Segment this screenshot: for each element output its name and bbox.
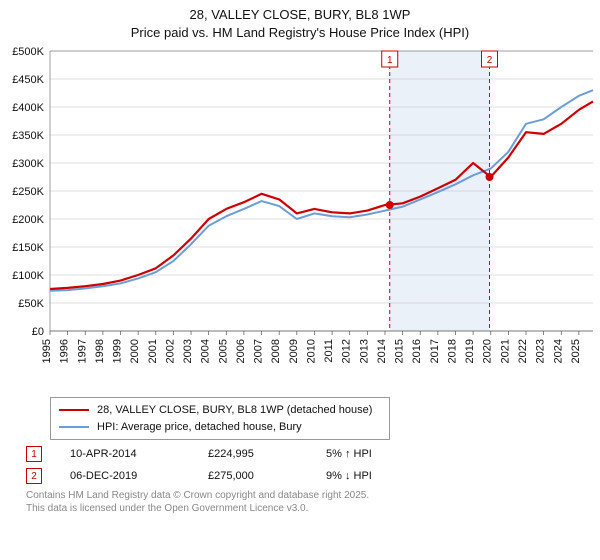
svg-text:1995: 1995: [41, 339, 53, 363]
svg-text:2009: 2009: [288, 339, 300, 363]
svg-text:1998: 1998: [94, 339, 106, 363]
event-row: 2 06-DEC-2019 £275,000 9% ↓ HPI: [26, 468, 600, 484]
event-delta: 9% ↓ HPI: [326, 470, 436, 482]
svg-text:2010: 2010: [305, 339, 317, 363]
legend-swatch-blue: [59, 426, 89, 428]
event-price: £275,000: [208, 470, 298, 482]
license-text: Contains HM Land Registry data © Crown c…: [26, 490, 600, 515]
svg-text:£250K: £250K: [12, 186, 44, 198]
svg-text:£200K: £200K: [12, 214, 44, 226]
legend: 28, VALLEY CLOSE, BURY, BL8 1WP (detache…: [50, 397, 390, 440]
svg-text:2004: 2004: [200, 339, 212, 363]
svg-text:2007: 2007: [253, 339, 265, 363]
legend-label: HPI: Average price, detached house, Bury: [97, 419, 302, 436]
svg-text:1996: 1996: [59, 339, 71, 363]
svg-text:2002: 2002: [164, 339, 176, 363]
svg-text:£350K: £350K: [12, 130, 44, 142]
chart-container: £0 £50K £100K £150K £200K £250K £300K £350K £400…: [0, 41, 600, 391]
title-line2: Price paid vs. HM Land Registry's House …: [0, 24, 600, 42]
event-table: 1 10-APR-2014 £224,995 5% ↑ HPI 2 06-DEC…: [26, 446, 600, 484]
svg-text:2000: 2000: [129, 339, 141, 363]
license-line2: This data is licensed under the Open Gov…: [26, 503, 600, 516]
svg-text:1997: 1997: [76, 339, 88, 363]
event-row: 1 10-APR-2014 £224,995 5% ↑ HPI: [26, 446, 600, 462]
svg-text:2015: 2015: [394, 339, 406, 363]
svg-text:£100K: £100K: [12, 270, 44, 282]
svg-text:£300K: £300K: [12, 158, 44, 170]
svg-text:£400K: £400K: [12, 102, 44, 114]
title-line1: 28, VALLEY CLOSE, BURY, BL8 1WP: [0, 6, 600, 24]
svg-text:2016: 2016: [411, 339, 423, 363]
legend-item: 28, VALLEY CLOSE, BURY, BL8 1WP (detache…: [59, 402, 381, 419]
event-date: 10-APR-2014: [70, 448, 180, 460]
event-tag: 2: [26, 468, 42, 484]
line-chart: £0 £50K £100K £150K £200K £250K £300K £350K £400…: [0, 41, 600, 391]
svg-text:2003: 2003: [182, 339, 194, 363]
legend-swatch-red: [59, 409, 89, 411]
event-delta: 5% ↑ HPI: [326, 448, 436, 460]
svg-text:2024: 2024: [552, 339, 564, 363]
svg-text:2020: 2020: [482, 339, 494, 363]
svg-text:2021: 2021: [499, 339, 511, 363]
svg-text:2013: 2013: [358, 339, 370, 363]
event-price: £224,995: [208, 448, 298, 460]
svg-text:£450K: £450K: [12, 74, 44, 86]
svg-text:2025: 2025: [570, 339, 582, 363]
svg-text:1999: 1999: [112, 339, 124, 363]
svg-text:1: 1: [387, 55, 393, 66]
svg-text:£500K: £500K: [12, 46, 44, 58]
svg-text:2011: 2011: [323, 339, 335, 363]
svg-text:£50K: £50K: [18, 298, 44, 310]
svg-text:2006: 2006: [235, 339, 247, 363]
svg-text:2012: 2012: [341, 339, 353, 363]
svg-text:£150K: £150K: [12, 242, 44, 254]
svg-text:£0: £0: [32, 326, 44, 338]
event-date: 06-DEC-2019: [70, 470, 180, 482]
license-line1: Contains HM Land Registry data © Crown c…: [26, 490, 600, 503]
event-tag: 1: [26, 446, 42, 462]
svg-text:2001: 2001: [147, 339, 159, 363]
svg-text:2018: 2018: [446, 339, 458, 363]
legend-item: HPI: Average price, detached house, Bury: [59, 419, 381, 436]
svg-text:2022: 2022: [517, 339, 529, 363]
svg-text:2005: 2005: [217, 339, 229, 363]
svg-text:2008: 2008: [270, 339, 282, 363]
svg-text:2019: 2019: [464, 339, 476, 363]
svg-text:2023: 2023: [535, 339, 547, 363]
legend-label: 28, VALLEY CLOSE, BURY, BL8 1WP (detache…: [97, 402, 372, 419]
svg-text:2017: 2017: [429, 339, 441, 363]
svg-text:2014: 2014: [376, 339, 388, 363]
svg-text:2: 2: [487, 55, 493, 66]
